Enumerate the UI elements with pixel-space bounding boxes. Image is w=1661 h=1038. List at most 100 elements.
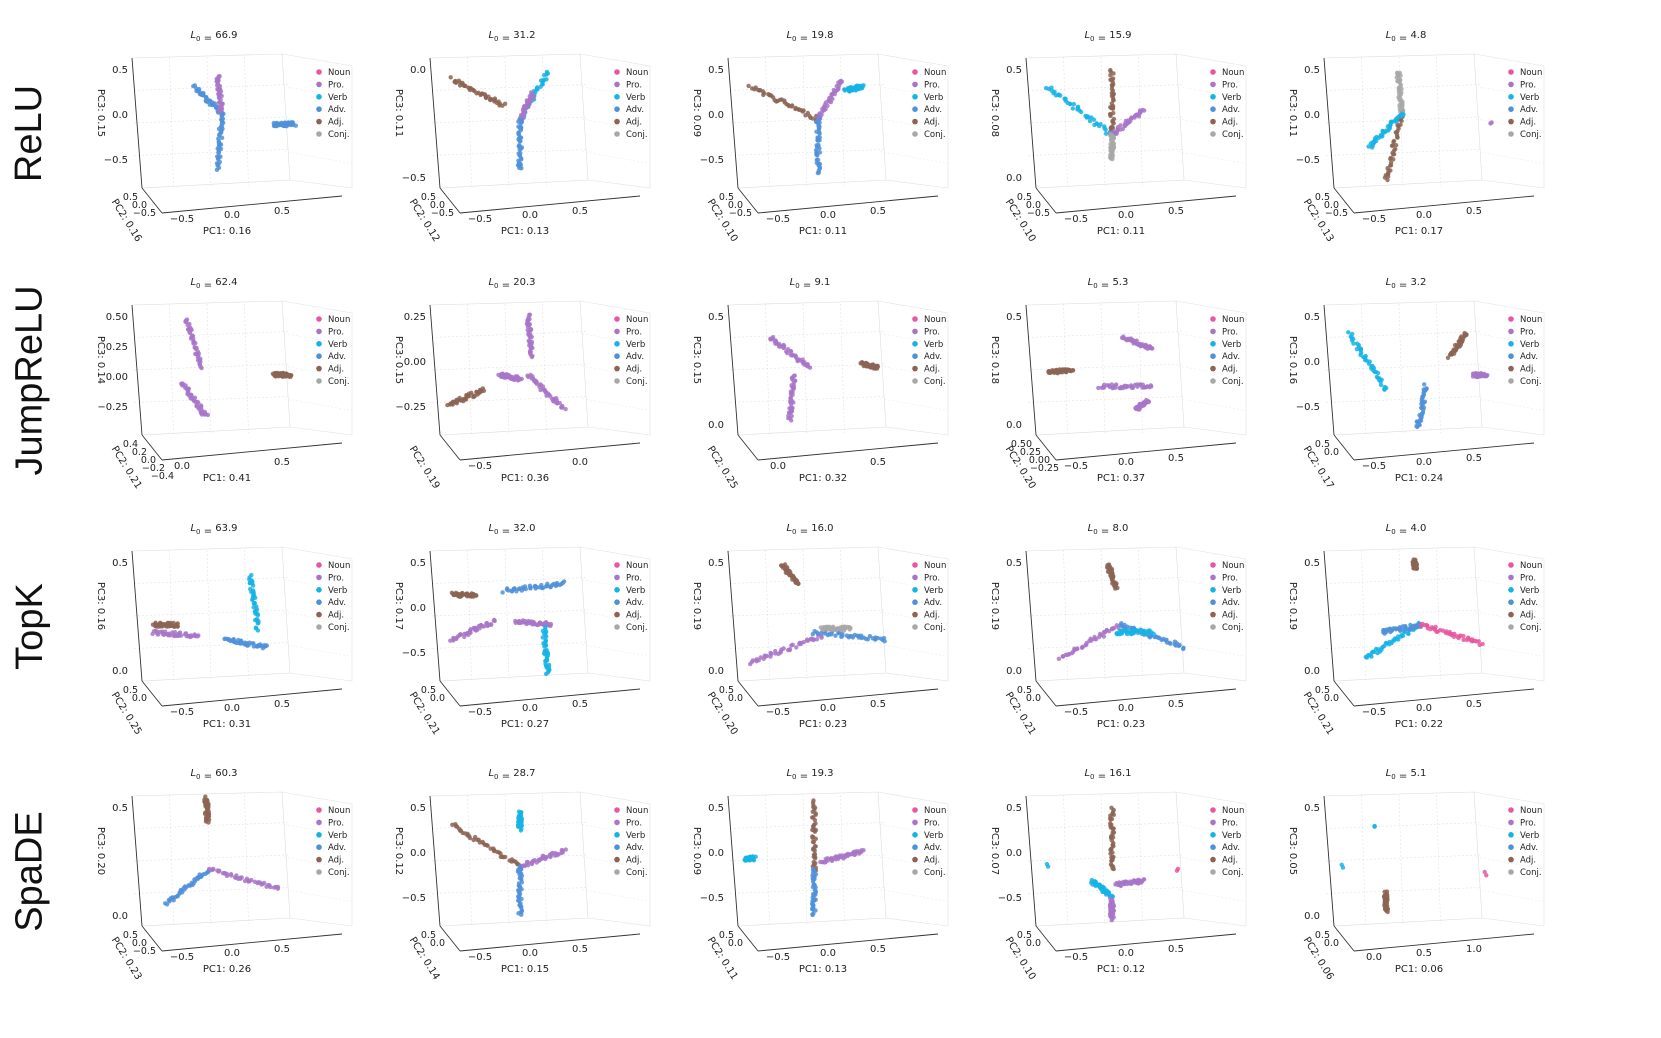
legend-label: Verb (328, 93, 347, 103)
subplot-jumprelu-2: L0 = 20.3 0.25 0.00 −0.25 PC3: 0.15 −0.5 0.0 PC… (388, 255, 698, 505)
row-label-text: SpaDE (8, 810, 51, 932)
z-axis-label: PC3: 0.08 (989, 89, 1000, 137)
legend: Noun Pro. Verb Adv. Adj. Conj. (912, 68, 946, 140)
legend-marker (1210, 587, 1216, 593)
x-tick-label: 0.5 (274, 206, 290, 217)
l0-value: 16.1 (1109, 768, 1131, 779)
point-adv (500, 590, 505, 595)
z-axis-label: PC3: 0.07 (989, 827, 1000, 875)
legend-marker (1210, 69, 1216, 75)
legend-marker (1210, 378, 1216, 384)
point-verb (1106, 890, 1111, 895)
point-pro (1146, 399, 1152, 404)
legend-marker (614, 378, 620, 384)
point-adv (528, 585, 533, 590)
point-adv (1118, 622, 1123, 628)
point-adj (503, 854, 508, 860)
point-verb (1058, 93, 1063, 98)
z-tick-label: 0.0 (410, 603, 426, 614)
point-adj (812, 848, 817, 853)
point-adv (840, 633, 845, 639)
legend-marker (1508, 624, 1514, 630)
point-conj (1110, 151, 1115, 156)
subplot-title: L0 = 4.0 (1386, 523, 1427, 537)
z-tick-label: 0.50 (106, 312, 128, 323)
point-verb (753, 854, 758, 859)
point-pro (530, 345, 535, 351)
legend-marker (1210, 599, 1216, 605)
legend-marker (1210, 832, 1216, 838)
y-tick-label: 0.5 (719, 192, 734, 203)
x-tick-label: 0.5 (1466, 206, 1482, 217)
point-pro (853, 852, 858, 857)
point-pro (1101, 385, 1107, 390)
scatter-points (179, 317, 294, 418)
y-tick-label: 0.0 (430, 693, 445, 704)
legend-marker (316, 106, 322, 112)
legend-marker (614, 316, 620, 322)
z-tick-label: 0.0 (1006, 848, 1022, 859)
point-adj (1385, 177, 1390, 183)
legend-marker (912, 611, 918, 618)
legend-label: Pro. (1520, 80, 1536, 90)
z-tick-label: 0.5 (708, 803, 724, 814)
subplot-svg: L0 = 9.1 0.5 0.0 PC3: 0.15 0.0 0.5 PC1: 0.32 PC… (691, 277, 949, 491)
z-tick-label: −0.5 (700, 893, 724, 904)
subplot-title: L0 = 60.3 (190, 768, 237, 782)
point-pro (764, 653, 770, 659)
z-axis-line (1323, 795, 1335, 927)
l0-value: 63.9 (215, 523, 237, 534)
point-adj (777, 97, 783, 103)
l0-value: 32.0 (513, 523, 535, 534)
point-pro (532, 858, 537, 863)
legend-marker (614, 574, 620, 581)
point-adv (523, 586, 528, 592)
point-verb (543, 658, 549, 663)
x-axis-label: PC1: 0.26 (203, 964, 251, 975)
x-axis-label: PC1: 0.31 (203, 719, 251, 730)
y-tick-label: 0.0 (141, 455, 156, 466)
point-pro (825, 856, 830, 861)
legend-label: Conj. (626, 868, 648, 878)
point-verb (543, 671, 549, 677)
legend-label: Verb (1520, 831, 1539, 841)
point-adv (829, 632, 834, 637)
point-adj (793, 106, 798, 112)
z-tick-label: 0.5 (708, 312, 724, 323)
legend-marker (1210, 365, 1216, 372)
point-pro (788, 349, 793, 354)
scatter-points (1346, 330, 1490, 430)
point-pro (1118, 123, 1123, 128)
legend-marker (1508, 365, 1514, 372)
z-axis-line (1025, 550, 1037, 682)
point-verb (859, 86, 865, 91)
legend-label: Verb (924, 831, 943, 841)
point-adj (1109, 858, 1115, 863)
z-axis-line (727, 57, 739, 189)
legend-label: Adv. (626, 352, 644, 362)
x-axis-line (161, 688, 343, 707)
subplot-topk-4: L0 = 8.0 0.5 0.0 PC3: 0.19 −0.5 0.0 0.5 PC1: 0.… (984, 501, 1294, 751)
l0-value: 60.3 (215, 768, 237, 779)
point-pro (202, 412, 207, 417)
point-adj (1445, 355, 1451, 360)
point-adj (810, 116, 816, 121)
z-tick-label: 0.5 (708, 558, 724, 569)
legend-marker (912, 341, 918, 347)
z-tick-label: 0.0 (112, 911, 128, 922)
point-adj (1388, 163, 1394, 168)
legend-label: Adj. (1222, 118, 1238, 128)
point-adj (175, 621, 180, 626)
legend-label: Noun (328, 561, 350, 571)
point-pro (544, 854, 549, 860)
z-tick-label: 0.0 (708, 420, 724, 431)
legend-marker (614, 118, 620, 125)
point-verb (1351, 341, 1356, 346)
x-tick-label: 0.0 (820, 210, 836, 221)
scatter-points (450, 809, 568, 917)
point-adv (264, 643, 269, 648)
scatter-points (768, 335, 880, 423)
x-axis-line (161, 442, 343, 461)
